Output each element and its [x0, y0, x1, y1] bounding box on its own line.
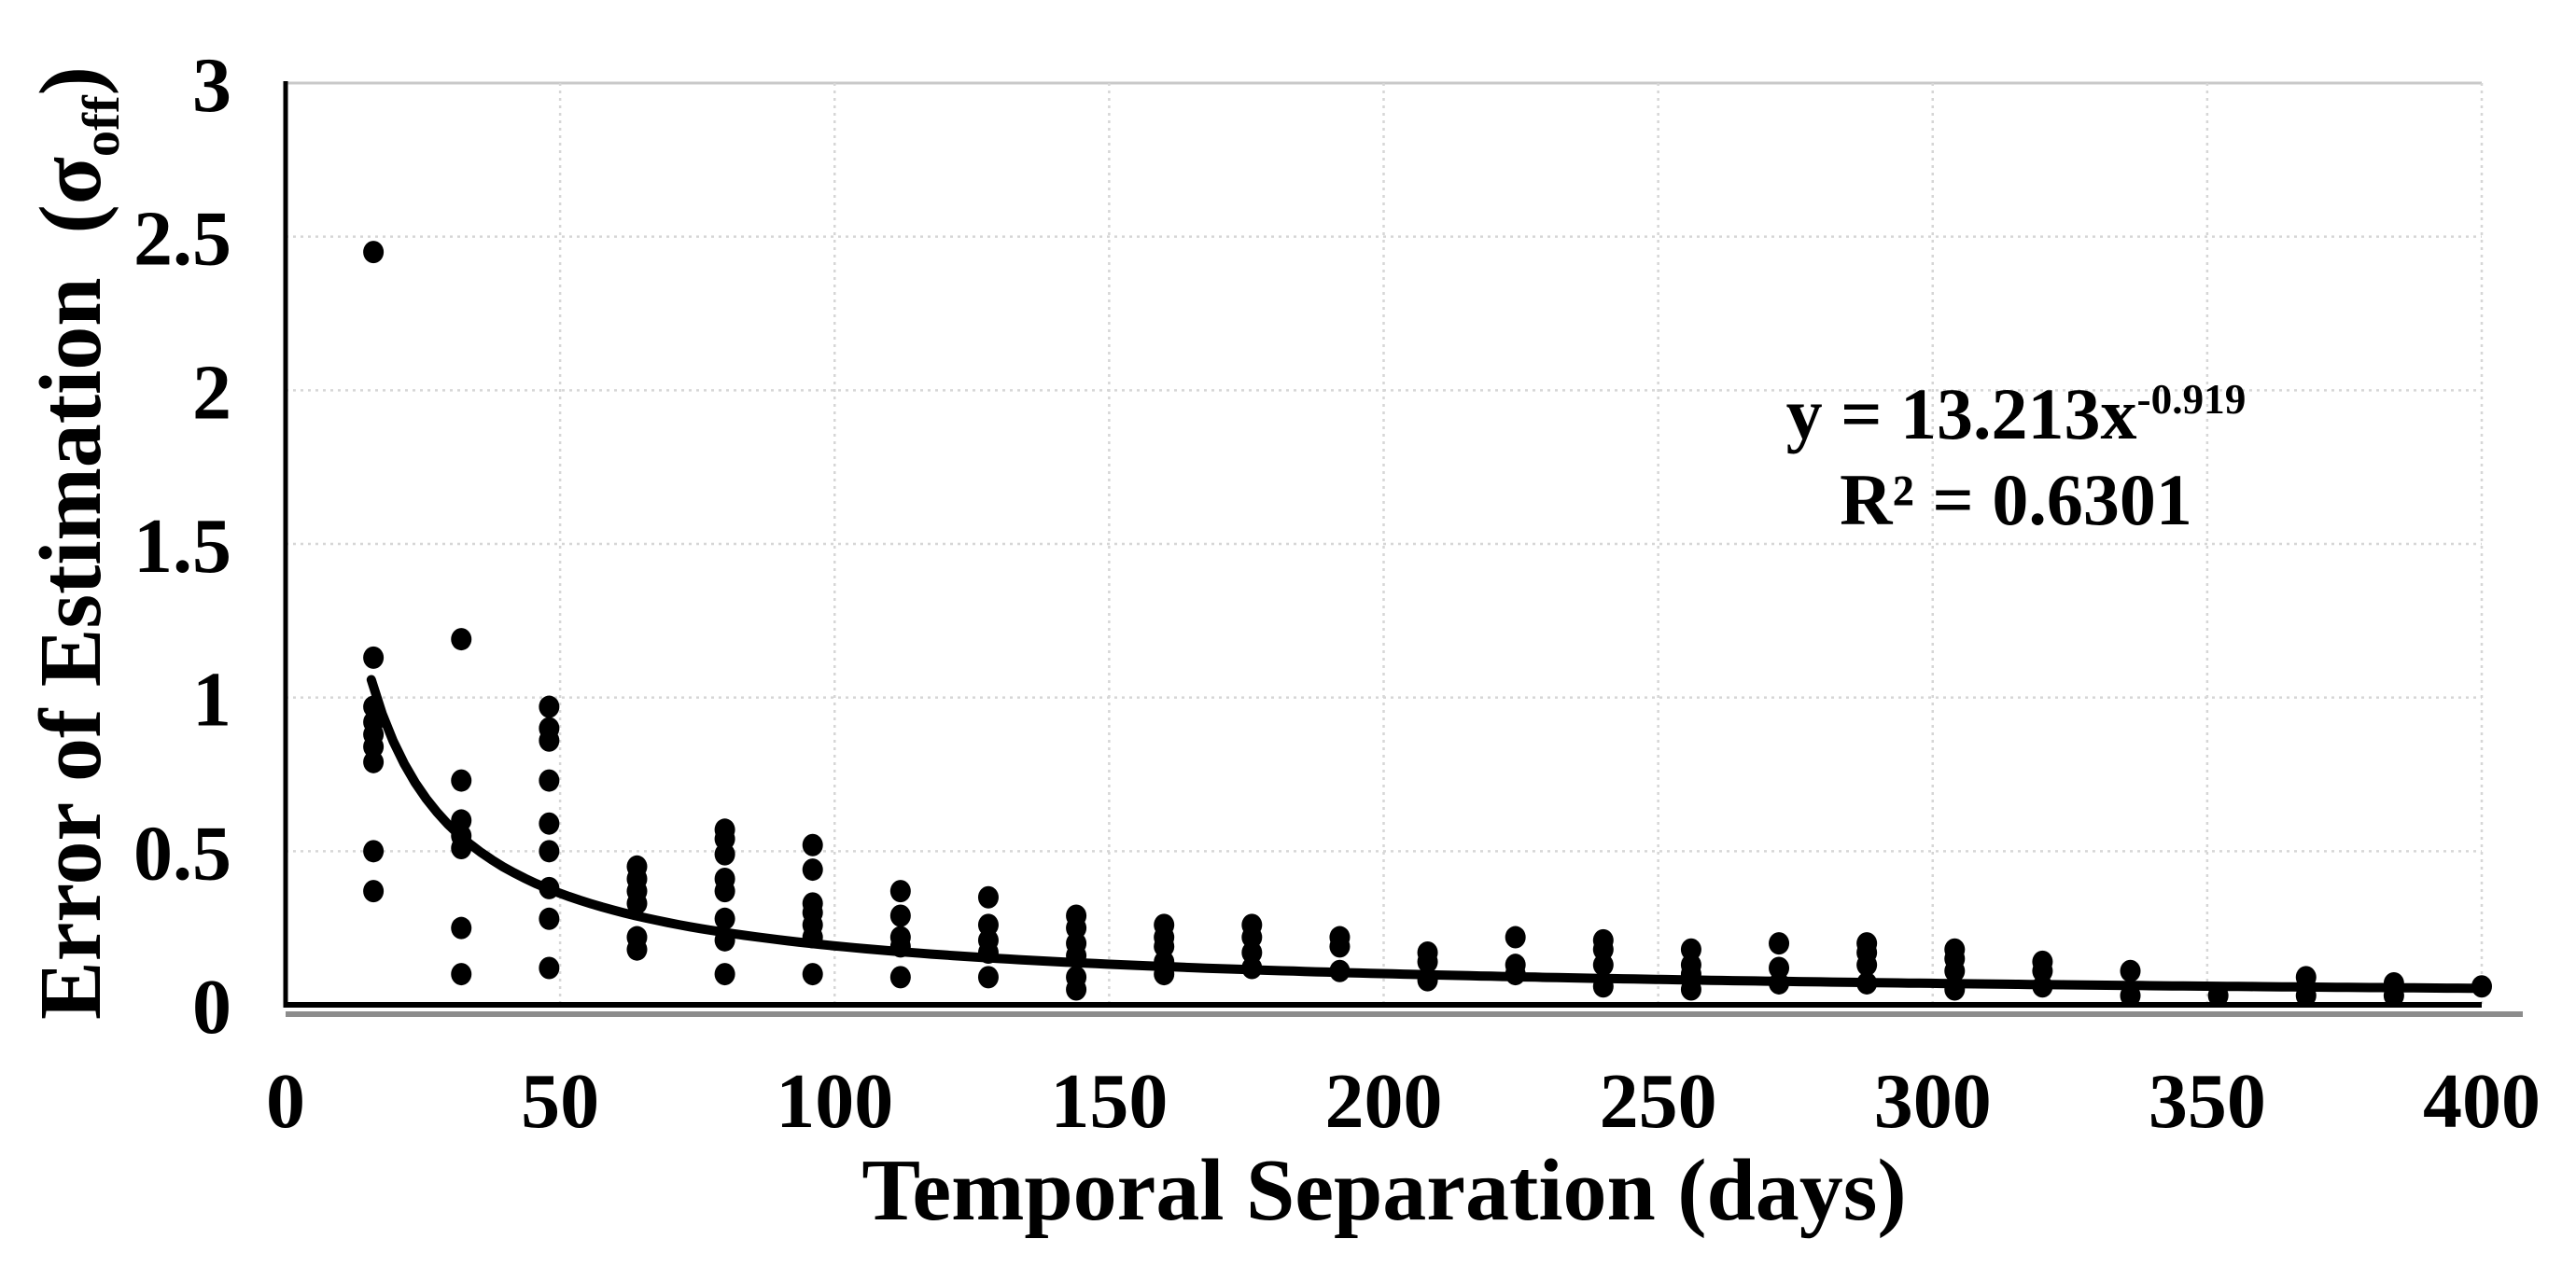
trendline-equation-base: y = 13.213x [1785, 373, 2137, 454]
scatter-point [802, 833, 823, 856]
y-tick-label: 2.5 [133, 196, 231, 283]
scatter-point [977, 913, 999, 937]
scatter-point [1241, 941, 1263, 965]
x-tick-label: 200 [1325, 1058, 1443, 1145]
scatter-point [889, 966, 911, 989]
scatter-point [1944, 959, 1966, 982]
scatter-point [714, 907, 735, 930]
scatter-point [1066, 916, 1087, 940]
scatter-point [889, 880, 911, 903]
y-tick-label: 1.5 [133, 503, 231, 590]
scatter-point [1329, 935, 1351, 958]
trendline-curve [366, 675, 2486, 994]
x-tick-label: 0 [266, 1058, 305, 1145]
scatter-point [1066, 978, 1087, 1001]
scatter-point [889, 904, 911, 927]
scatter-point [1154, 935, 1175, 958]
scatter-point [363, 750, 385, 773]
x-tick-label: 150 [1050, 1058, 1168, 1145]
scatter-point [1505, 926, 1526, 949]
scatter-point [451, 916, 472, 940]
y-tick-label: 3 [192, 42, 231, 129]
scatter-point [539, 907, 560, 930]
scatter-point [977, 885, 999, 909]
y-tick-label: 1 [192, 657, 231, 744]
scatter-point [1769, 956, 1790, 980]
y-axis-title-suffix: ) [22, 66, 119, 96]
scatter-point [626, 938, 648, 961]
scatter-point [1856, 954, 1878, 977]
scatter-point [2120, 959, 2141, 982]
scatter-point [363, 646, 385, 669]
trendline-equation: y = 13.213x-0.919 [1689, 371, 2343, 457]
scatter-point [714, 842, 735, 866]
scatter-point [451, 769, 472, 792]
scatter-point [363, 880, 385, 903]
scatter-point [363, 735, 385, 759]
trendline-r-squared: R² = 0.6301 [1840, 459, 2192, 541]
x-axis-title: Temporal Separation (days) [861, 1142, 1907, 1239]
scatter-point [539, 840, 560, 863]
scatter-point [1592, 938, 1614, 961]
x-tick-label: 300 [1874, 1058, 1992, 1145]
trendline-equation-exponent: -0.919 [2136, 376, 2247, 423]
scatter-point [363, 840, 385, 863]
scatter-point [802, 963, 823, 986]
x-tick-label: 50 [521, 1058, 599, 1145]
scatter-point [539, 695, 560, 718]
scatter-point [714, 880, 735, 903]
scatter-point [363, 241, 385, 264]
scatter-point [1417, 950, 1438, 973]
x-tick-label: 350 [2149, 1058, 2266, 1145]
scatter-point [539, 769, 560, 792]
scatter-point [2032, 959, 2053, 982]
y-axis-title: Error of Estimation (σoff) [21, 66, 131, 1020]
scatter-point [1769, 932, 1790, 955]
scatter-point [539, 956, 560, 980]
x-tick-label: 400 [2423, 1058, 2541, 1145]
scatter-point [451, 628, 472, 651]
y-axis-title-text: Error of Estimation (σ [22, 157, 119, 1020]
y-tick-label: 2 [192, 349, 231, 436]
x-tick-label: 100 [776, 1058, 893, 1145]
scatter-point [451, 963, 472, 986]
y-tick-label: 0 [192, 964, 231, 1051]
scatter-point [802, 858, 823, 882]
scatter-point [714, 963, 735, 986]
scatter-point [626, 892, 648, 915]
trendline-annotation: y = 13.213x-0.919 R² = 0.6301 [1689, 371, 2343, 543]
scatter-point [1241, 926, 1263, 949]
scatter-point [539, 729, 560, 752]
y-axis-title-subscript: off [72, 95, 131, 158]
scatter-point [1680, 938, 1701, 961]
x-tick-label: 250 [1600, 1058, 1717, 1145]
scatter-point [714, 828, 735, 851]
scatter-point [1592, 954, 1614, 977]
y-tick-label: 0.5 [133, 810, 231, 897]
scatter-point [977, 966, 999, 989]
scatter-point [539, 812, 560, 835]
